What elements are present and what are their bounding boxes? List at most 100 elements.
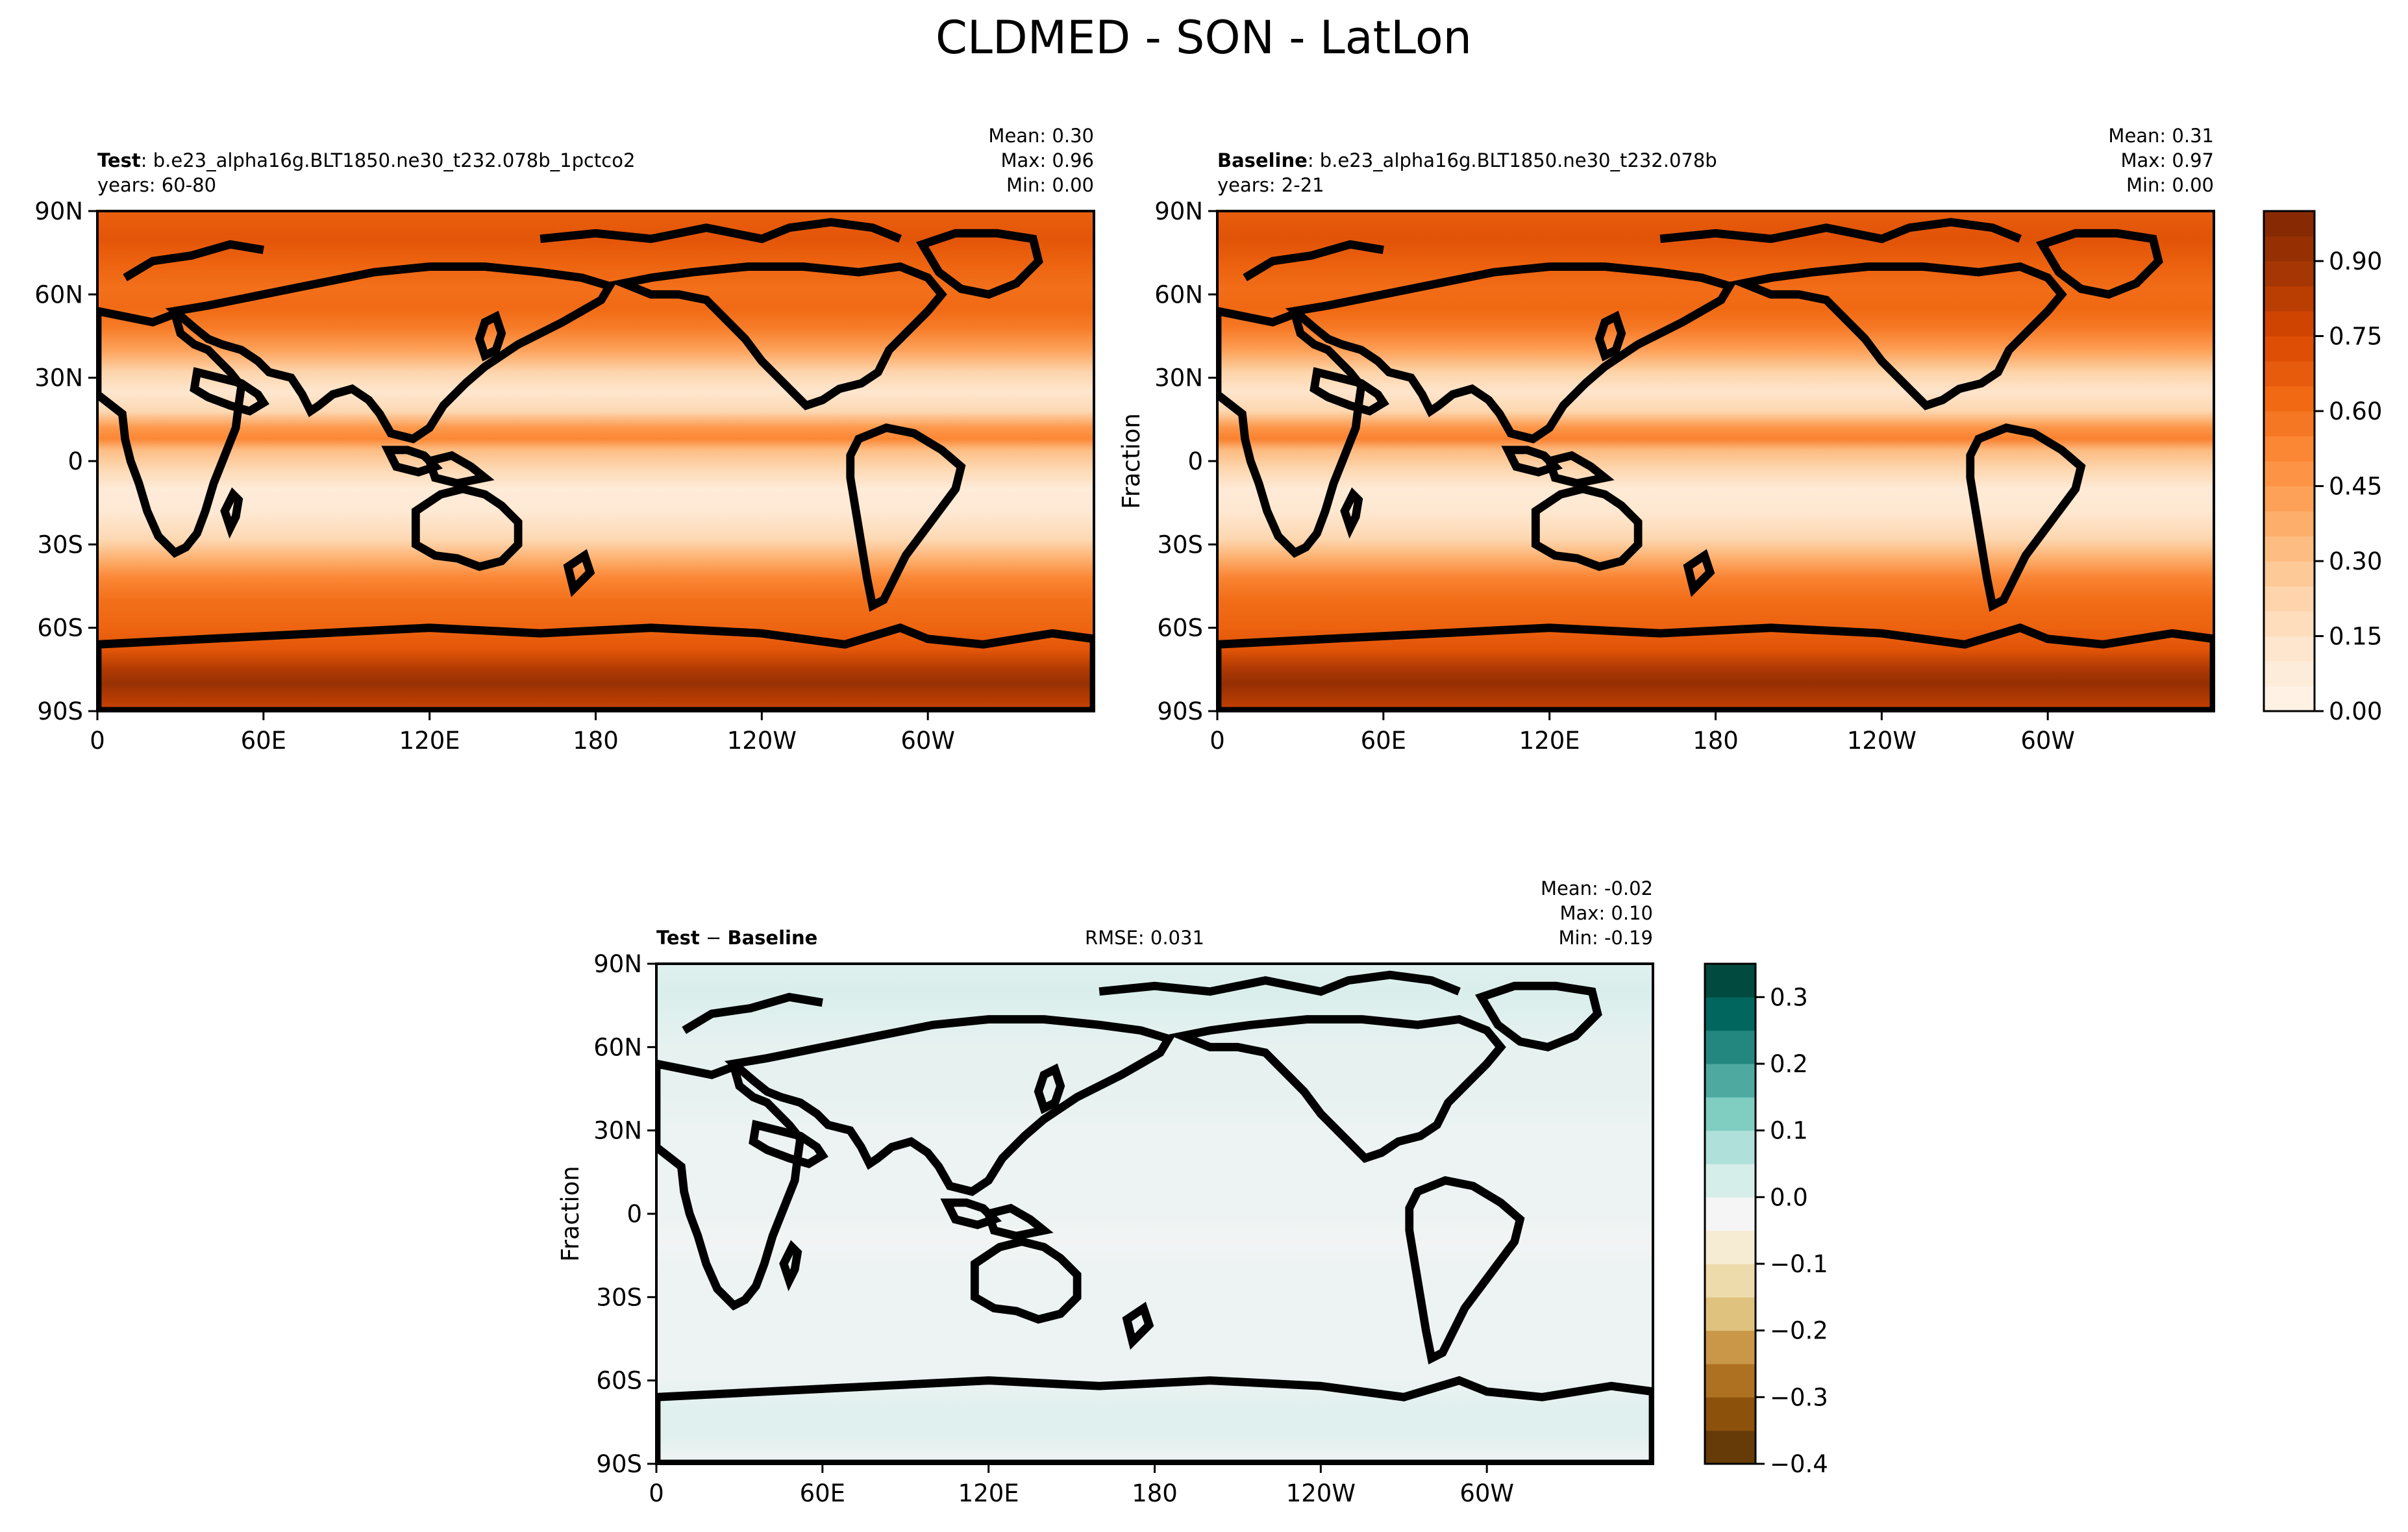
colorbar-label-difference-4: −0.1	[1770, 1250, 1828, 1278]
panel-label-test: Test: b.e23_alpha16g.BLT1850.ne30_t232.0…	[97, 149, 635, 171]
colorbar-difference: 0.3 0.2 0.1 0.0 −0.1 −0.2 −0.3 −0.4	[1704, 962, 1828, 1478]
ytick-label-test-6: 90S	[37, 697, 83, 725]
label-bold2: Baseline	[727, 927, 817, 949]
xtick-label-test-2: 120E	[399, 727, 460, 755]
colorbar-level-fraction-6	[2264, 536, 2315, 562]
colorbar-label-difference-3: 0.0	[1770, 1183, 1808, 1211]
colorbar-label-fraction-3: 0.45	[2329, 473, 2382, 501]
stat-max-baseline: Max: 0.97	[2120, 149, 2214, 171]
colorbar-label-fraction-5: 0.75	[2329, 323, 2382, 351]
ytick-label-difference-5: 60S	[596, 1367, 642, 1395]
colorbar-level-fraction-18	[2264, 236, 2315, 262]
ytick-label-baseline-6: 90S	[1157, 697, 1203, 725]
xtick-label-baseline-0: 0	[1210, 727, 1225, 755]
stat-mean-difference: Mean: -0.02	[1541, 877, 1653, 899]
stat-min-difference: Min: -0.19	[1559, 927, 1653, 949]
colorbar-level-difference-14	[1705, 964, 1756, 998]
xtick-label-test-0: 0	[90, 727, 105, 755]
colorbar-level-difference-12	[1705, 1030, 1756, 1064]
colorbar-level-fraction-16	[2264, 286, 2315, 312]
xtick-label-test-4: 120W	[727, 727, 797, 755]
colorbar-level-difference-4	[1705, 1297, 1756, 1331]
ytick-label-test-0: 90N	[34, 197, 83, 225]
xtick-label-test-1: 60E	[241, 727, 286, 755]
colorbar-frame-fraction	[2263, 210, 2316, 712]
ytick-label-test-3: 0	[68, 447, 83, 475]
colorbar-level-fraction-10	[2264, 436, 2315, 462]
colorbar-level-difference-0	[1705, 1430, 1756, 1464]
colorbar-label-fraction-6: 0.90	[2329, 247, 2382, 275]
ylabel-difference: Fraction	[556, 1166, 584, 1262]
ytick-label-test-1: 60N	[34, 281, 83, 308]
label-bold: Test	[656, 927, 700, 949]
ytick-label-difference-4: 30S	[596, 1283, 642, 1311]
colorbar-level-difference-1	[1705, 1397, 1756, 1431]
ytick-label-test-2: 30N	[34, 364, 83, 392]
xtick-label-difference-0: 0	[649, 1479, 664, 1507]
colorbar-level-fraction-11	[2264, 411, 2315, 436]
ytick-label-baseline-1: 60N	[1154, 281, 1203, 308]
stat-max-difference: Max: 0.10	[1559, 902, 1653, 924]
colorbar-label-difference-1: 0.2	[1770, 1050, 1808, 1078]
colorbar-level-difference-3	[1705, 1330, 1756, 1364]
ytick-label-difference-6: 90S	[596, 1450, 642, 1478]
xtick-label-difference-4: 120W	[1286, 1479, 1356, 1507]
ytick-label-baseline-4: 30S	[1157, 531, 1203, 559]
colorbar-level-difference-5	[1705, 1264, 1756, 1298]
colorbar-level-difference-9	[1705, 1130, 1756, 1164]
colorbar-label-difference-7: −0.4	[1770, 1450, 1828, 1478]
ytick-label-test-4: 30S	[37, 531, 83, 559]
stat-min-test: Min: 0.00	[1006, 174, 1094, 196]
colorbar-level-difference-7	[1705, 1197, 1756, 1231]
ytick-label-baseline-0: 90N	[1154, 197, 1203, 225]
ytick-label-difference-1: 60N	[593, 1033, 642, 1061]
years-label-baseline: years: 2-21	[1217, 174, 1324, 196]
xtick-label-baseline-3: 180	[1693, 727, 1739, 755]
ytick-label-difference-3: 0	[627, 1200, 642, 1228]
xtick-label-difference-3: 180	[1132, 1479, 1178, 1507]
rmse-label: RMSE: 0.031	[1085, 927, 1204, 949]
colorbar-level-fraction-17	[2264, 261, 2315, 286]
colorbar-label-fraction-4: 0.60	[2329, 397, 2382, 425]
colorbar-level-fraction-14	[2264, 336, 2315, 362]
colorbar-level-difference-13	[1705, 997, 1756, 1031]
ytick-label-difference-0: 90N	[593, 950, 642, 978]
colorbar-level-fraction-3	[2264, 611, 2315, 636]
panel-label-difference: Test − Baseline	[656, 927, 817, 949]
xtick-label-baseline-1: 60E	[1361, 727, 1406, 755]
years-label-test: years: 60-80	[97, 174, 216, 196]
colorbar-level-fraction-15	[2264, 311, 2315, 336]
colorbar-level-fraction-0	[2264, 686, 2315, 712]
panel-baseline: 0 60E 120E 180 120W 60W 90N 60N 30N 0 30S 60S 90S Fra…	[1117, 125, 2215, 755]
colorbar-level-fraction-9	[2264, 461, 2315, 486]
xtick-label-baseline-4: 120W	[1847, 727, 1917, 755]
ytick-label-test-5: 60S	[37, 614, 83, 642]
colorbar-label-difference-0: 0.3	[1770, 983, 1808, 1011]
colorbar-label-difference-5: −0.2	[1770, 1317, 1828, 1345]
xtick-label-baseline-5: 60W	[2020, 727, 2075, 755]
colorbar-level-difference-10	[1705, 1097, 1756, 1131]
colorbar-level-fraction-7	[2264, 511, 2315, 536]
colorbar-level-fraction-13	[2264, 361, 2315, 386]
colorbar-label-fraction-1: 0.15	[2329, 623, 2382, 651]
colorbar-level-difference-8	[1705, 1164, 1756, 1198]
xtick-label-test-3: 180	[573, 727, 619, 755]
colorbar-label-difference-6: −0.3	[1770, 1383, 1828, 1411]
stat-min-baseline: Min: 0.00	[2126, 174, 2214, 196]
colorbar-label-difference-2: 0.1	[1770, 1117, 1808, 1145]
ytick-label-difference-2: 30N	[593, 1117, 642, 1145]
label-mid: −	[700, 927, 728, 949]
colorbar-level-fraction-12	[2264, 386, 2315, 412]
label-bold: Baseline	[1217, 149, 1308, 171]
stat-mean-baseline: Mean: 0.31	[2108, 125, 2214, 147]
colorbar-label-fraction-2: 0.30	[2329, 547, 2382, 575]
colorbar-level-fraction-4	[2264, 586, 2315, 612]
ytick-label-baseline-3: 0	[1187, 447, 1203, 475]
label-rest: : b.e23_alpha16g.BLT1850.ne30_t232.078b_…	[141, 149, 636, 171]
ylabel-baseline: Fraction	[1117, 413, 1145, 509]
colorbar-level-fraction-8	[2264, 486, 2315, 512]
colorbar-label-fraction-0: 0.00	[2329, 697, 2382, 725]
xtick-label-baseline-2: 120E	[1519, 727, 1580, 755]
